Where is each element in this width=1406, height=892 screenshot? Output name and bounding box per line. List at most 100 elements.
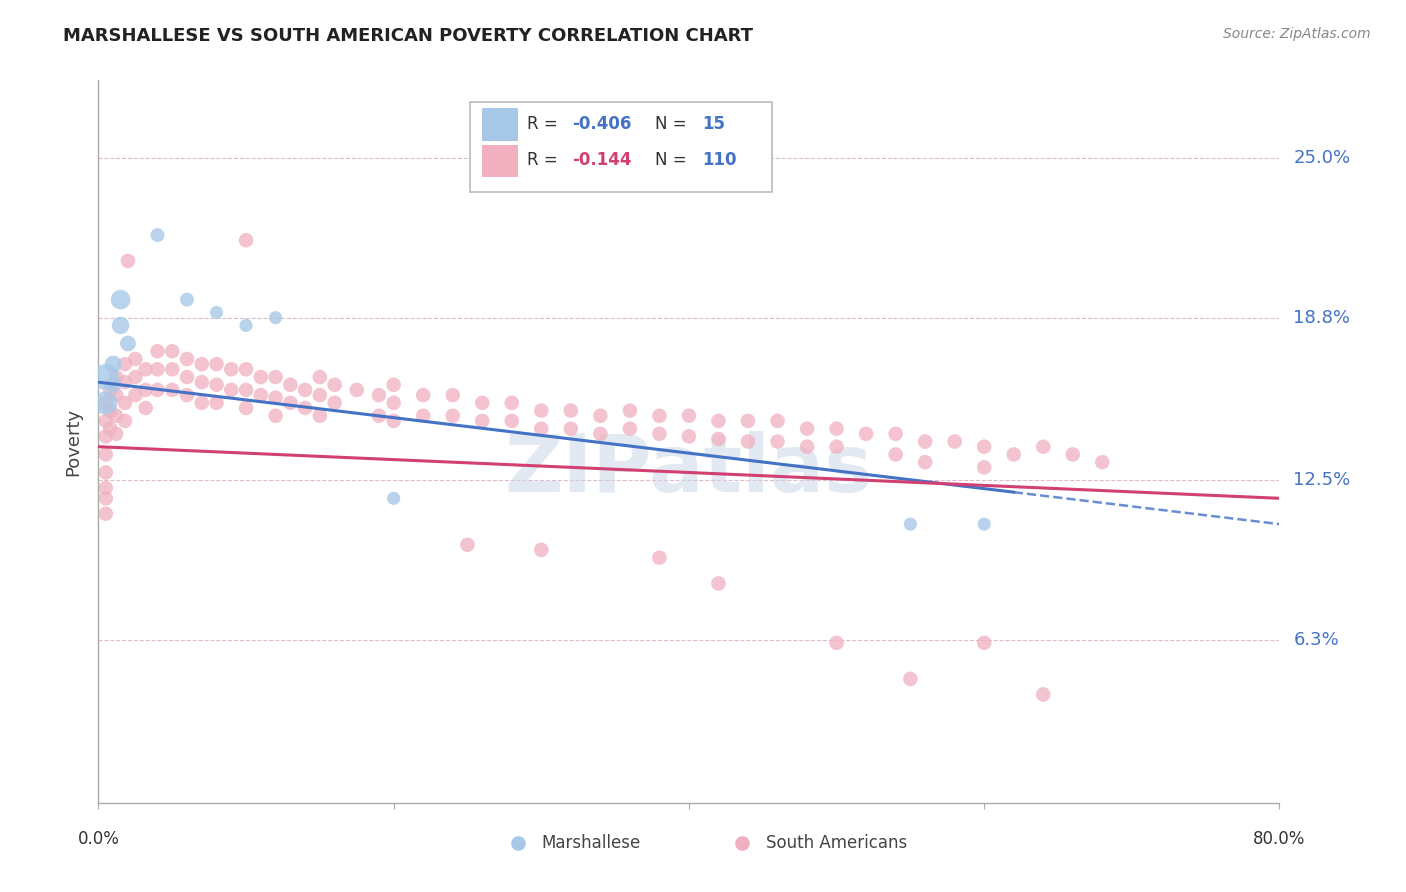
Point xyxy=(309,370,332,384)
Point xyxy=(560,403,582,417)
Point xyxy=(884,447,907,461)
Point xyxy=(114,375,136,389)
Point xyxy=(973,460,995,475)
Point xyxy=(796,440,818,454)
Point xyxy=(619,422,641,436)
Point xyxy=(589,409,612,423)
Point xyxy=(900,672,922,686)
Point xyxy=(973,517,995,532)
Point xyxy=(280,377,302,392)
Point xyxy=(900,517,922,532)
Text: South Americans: South Americans xyxy=(766,833,907,852)
Point xyxy=(855,426,877,441)
Point xyxy=(766,434,789,449)
Point xyxy=(205,396,228,410)
Point xyxy=(648,409,671,423)
Point xyxy=(825,440,848,454)
Point xyxy=(94,429,117,443)
Point xyxy=(441,409,464,423)
FancyBboxPatch shape xyxy=(482,109,517,141)
Point xyxy=(619,403,641,417)
Point xyxy=(176,351,198,366)
Point xyxy=(382,396,405,410)
Text: N =: N = xyxy=(655,152,692,169)
Text: -0.144: -0.144 xyxy=(572,152,631,169)
Point xyxy=(309,409,332,423)
Point xyxy=(110,293,132,307)
Text: 15: 15 xyxy=(702,115,725,133)
Point xyxy=(530,422,553,436)
Point xyxy=(707,576,730,591)
Text: N =: N = xyxy=(655,115,692,133)
Point xyxy=(191,357,214,371)
FancyBboxPatch shape xyxy=(471,102,772,193)
Text: 25.0%: 25.0% xyxy=(1294,149,1351,167)
Text: Source: ZipAtlas.com: Source: ZipAtlas.com xyxy=(1223,27,1371,41)
Point xyxy=(648,550,671,565)
Y-axis label: Poverty: Poverty xyxy=(65,408,83,475)
Point xyxy=(648,426,671,441)
Point xyxy=(1032,440,1054,454)
Point xyxy=(117,254,139,268)
Point xyxy=(94,396,117,410)
Point xyxy=(94,481,117,495)
Text: R =: R = xyxy=(527,115,564,133)
Point xyxy=(105,370,128,384)
Point xyxy=(382,377,405,392)
Text: 18.8%: 18.8% xyxy=(1294,309,1350,326)
Point xyxy=(162,344,183,359)
Point xyxy=(1002,447,1025,461)
Point xyxy=(114,396,136,410)
Point xyxy=(103,377,125,392)
Point xyxy=(146,362,169,376)
Point xyxy=(205,357,228,371)
Text: Marshallese: Marshallese xyxy=(541,833,641,852)
Point xyxy=(530,542,553,557)
Point xyxy=(973,440,995,454)
Point xyxy=(368,409,391,423)
Text: R =: R = xyxy=(527,152,564,169)
Point xyxy=(94,396,117,410)
Point xyxy=(98,422,121,436)
Point xyxy=(162,383,183,397)
Point xyxy=(162,362,183,376)
Text: ZIPatlas: ZIPatlas xyxy=(505,432,873,509)
Point xyxy=(110,318,132,333)
Point xyxy=(114,357,136,371)
Point xyxy=(146,228,169,243)
Point xyxy=(146,344,169,359)
Point xyxy=(1062,447,1084,461)
Point xyxy=(914,455,936,469)
Point xyxy=(346,383,368,397)
Point xyxy=(368,388,391,402)
Point xyxy=(221,362,243,376)
Point xyxy=(264,310,287,325)
Point xyxy=(94,491,117,506)
Text: 6.3%: 6.3% xyxy=(1294,632,1339,649)
Point xyxy=(250,370,273,384)
Point xyxy=(146,383,169,397)
Point xyxy=(176,370,198,384)
Point xyxy=(707,414,730,428)
Point xyxy=(124,388,146,402)
Point xyxy=(105,409,128,423)
Point xyxy=(191,375,214,389)
Point xyxy=(94,466,117,480)
Point xyxy=(264,409,287,423)
Point xyxy=(796,422,818,436)
Point xyxy=(191,396,214,410)
Point xyxy=(205,305,228,319)
Point xyxy=(235,233,257,247)
Point xyxy=(94,370,117,384)
Point xyxy=(235,318,257,333)
Point xyxy=(221,383,243,397)
Point xyxy=(884,426,907,441)
Point xyxy=(135,401,157,415)
Point xyxy=(471,414,494,428)
Point xyxy=(235,362,257,376)
Point xyxy=(825,422,848,436)
Text: -0.406: -0.406 xyxy=(572,115,631,133)
Point xyxy=(235,383,257,397)
Point xyxy=(94,414,117,428)
Point xyxy=(678,409,700,423)
